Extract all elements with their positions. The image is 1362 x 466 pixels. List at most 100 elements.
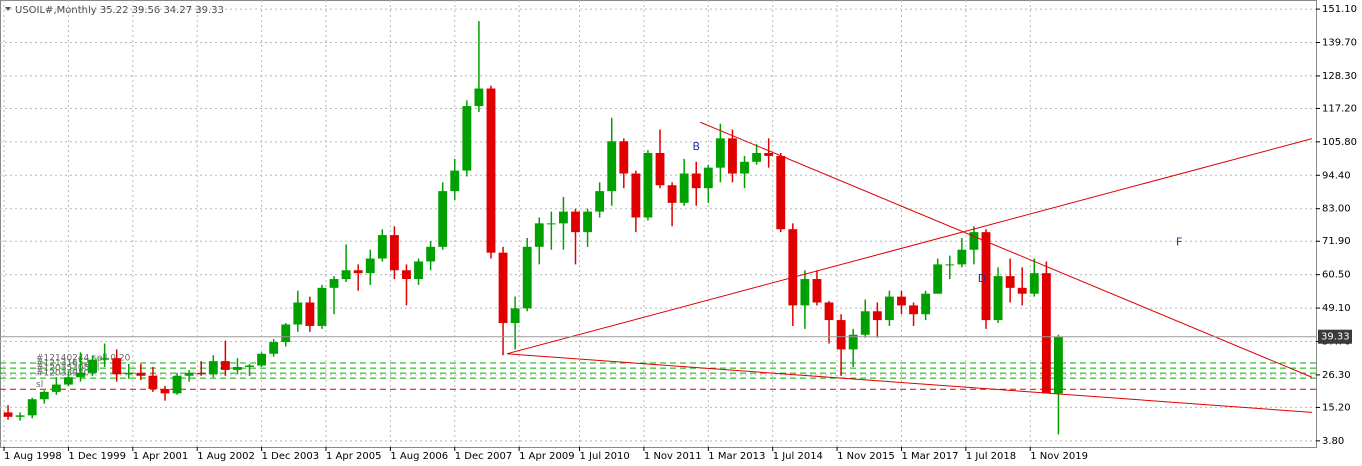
- candle-body: [897, 296, 906, 306]
- candle-body: [1054, 336, 1063, 394]
- candle-body: [558, 211, 568, 224]
- chart-title: USOIL#,Monthly 35.22 39.56 34.27 39.33: [15, 5, 224, 16]
- candle-body: [788, 229, 798, 306]
- candle-body: [812, 279, 822, 303]
- candle-body: [643, 153, 653, 218]
- x-tick-label: 1 Aug 2002: [197, 451, 255, 462]
- candle-body: [377, 235, 387, 259]
- order-label: #12035305 sl: [36, 364, 99, 374]
- candle-body: [329, 279, 339, 288]
- pattern-point: B: [692, 140, 700, 153]
- candle-body: [909, 305, 918, 315]
- order-label: #12131652 sl: [36, 359, 99, 369]
- candle-body: [341, 270, 351, 280]
- y-tick-label: 15.20: [1322, 402, 1351, 413]
- x-tick-label: 1 Nov 2015: [837, 451, 895, 462]
- candle-body: [462, 106, 472, 171]
- plot-frame: [0, 0, 1317, 448]
- candle-body: [703, 167, 713, 189]
- candle-body: [76, 372, 85, 378]
- candle-body: [474, 88, 484, 107]
- x-tick-label: 1 Nov 2019: [1030, 451, 1088, 462]
- candle-body: [752, 153, 762, 162]
- order-label: #12033980: [36, 369, 90, 379]
- candle-body: [583, 211, 592, 233]
- y-tick-label: 151.10: [1322, 4, 1357, 15]
- candle-body: [39, 391, 49, 400]
- candle-body: [993, 276, 1003, 321]
- x-tick-label: 1 Mar 2013: [708, 451, 765, 462]
- candle-body: [872, 311, 882, 321]
- candle-body: [124, 372, 134, 375]
- last-price-box: [1318, 329, 1352, 344]
- pattern-point: F: [1176, 235, 1182, 248]
- candle-body: [848, 334, 858, 350]
- x-tick-label: 1 Jul 2014: [773, 451, 823, 462]
- candle-body: [981, 232, 991, 321]
- candle-body: [305, 302, 315, 326]
- candle-body: [631, 173, 641, 218]
- y-tick-label: 105.80: [1322, 137, 1357, 148]
- candle-body: [679, 173, 689, 203]
- candle-body: [426, 246, 436, 262]
- candle-body: [715, 138, 725, 168]
- candle-body: [257, 353, 267, 366]
- last-price-label: 39.33: [1321, 332, 1350, 343]
- candle-body: [921, 293, 931, 315]
- candle-body: [148, 375, 158, 389]
- candle-body: [498, 252, 508, 324]
- trendline: [700, 121, 1313, 378]
- order-label: #12140244 sell 0.20: [36, 354, 131, 364]
- candle-body: [691, 173, 701, 189]
- candle-body: [740, 161, 749, 174]
- trendline: [507, 353, 1313, 413]
- x-tick-label: 1 Aug 2006: [390, 451, 448, 462]
- candle-body: [957, 249, 967, 265]
- candle-body: [365, 258, 375, 274]
- candle-body: [402, 270, 411, 280]
- candle-body: [933, 264, 943, 294]
- candle-body: [486, 88, 496, 253]
- candle-body: [619, 141, 629, 174]
- candle-body: [450, 170, 460, 192]
- candle-body: [534, 223, 544, 247]
- candle-body: [3, 412, 13, 417]
- y-tick-label: 139.70: [1322, 38, 1357, 49]
- candle-body: [353, 270, 363, 274]
- candle-body: [595, 191, 605, 212]
- candle-body: [160, 388, 170, 394]
- candle-body: [27, 399, 37, 416]
- candle-body: [88, 359, 97, 373]
- candle-body: [860, 311, 870, 335]
- x-tick-label: 1 Dec 2003: [262, 451, 320, 462]
- candle-body: [1017, 287, 1027, 294]
- candle-body: [414, 261, 423, 280]
- candle-body: [728, 138, 737, 174]
- candle-body: [776, 155, 786, 230]
- candle-body: [196, 372, 206, 375]
- y-tick-label: 60.50: [1322, 270, 1351, 281]
- candle-body: [233, 366, 242, 370]
- candle-body: [136, 372, 146, 376]
- candle-body: [281, 324, 291, 343]
- y-tick-label: 83.00: [1322, 204, 1351, 215]
- x-tick-label: 1 Mar 2017: [901, 451, 958, 462]
- x-tick-label: 1 Apr 2005: [326, 451, 381, 462]
- y-tick-label: 94.40: [1322, 170, 1351, 181]
- candle-body: [884, 296, 894, 321]
- candle-body: [571, 211, 580, 233]
- x-tick-label: 1 Apr 2009: [519, 451, 574, 462]
- candle-body: [1029, 273, 1039, 294]
- y-tick-label: 117.20: [1322, 103, 1357, 114]
- candle-body: [100, 358, 110, 360]
- x-tick-label: 1 Apr 2001: [133, 451, 188, 462]
- collapse-arrow[interactable]: [5, 7, 11, 11]
- x-tick-label: 1 Aug 1998: [4, 451, 62, 462]
- y-tick-label: 26.30: [1322, 370, 1351, 381]
- candle-body: [172, 375, 182, 394]
- y-tick-label: 3.80: [1322, 436, 1344, 447]
- candle-body: [112, 358, 122, 375]
- candle-body: [389, 235, 399, 271]
- candle-body: [208, 361, 218, 375]
